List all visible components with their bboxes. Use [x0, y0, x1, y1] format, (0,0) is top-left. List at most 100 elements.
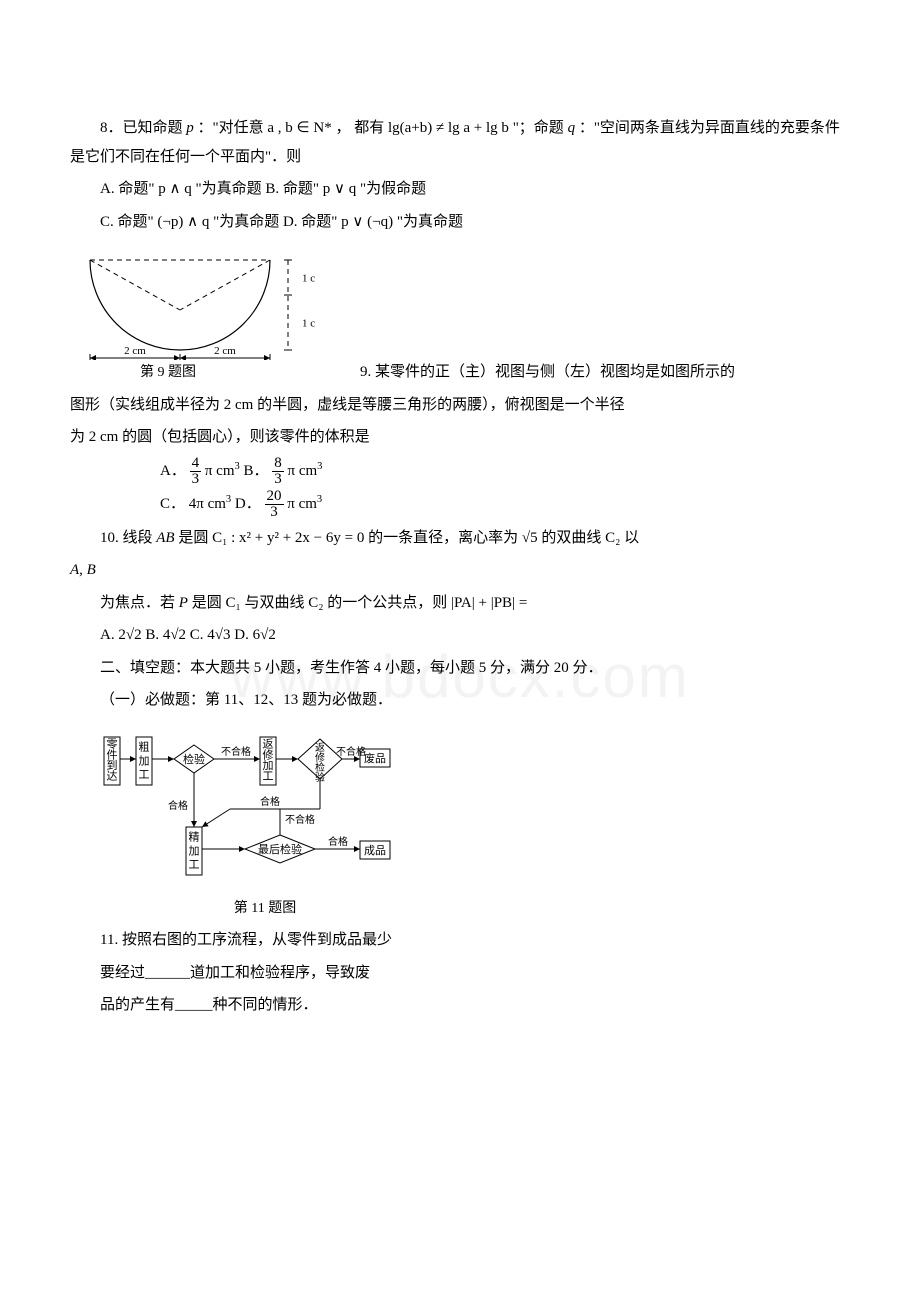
q8-q: q	[568, 120, 576, 136]
q8-t1: 8．已知命题	[100, 120, 183, 136]
svg-text:最后检验: 最后检验	[258, 842, 302, 856]
q9-fracB-den: 3	[272, 472, 284, 487]
q10-l2a: 为焦点．若	[100, 595, 175, 611]
q9-piB: π	[288, 463, 296, 479]
q10-l2d: 的一个公共点，则	[327, 595, 447, 611]
q9-fracD: 20 3	[265, 489, 284, 520]
q8-ineq: lg(a+b) ≠ lg a + lg b	[388, 120, 509, 136]
q8-cond: a , b ∈ N*	[267, 120, 331, 136]
q10-ABsym: A, B	[70, 562, 96, 578]
q9-cm3D: cm	[299, 496, 317, 512]
q8-options-cd: C. 命题" (¬p) ∧ q "为真命题 D. 命题" p ∨ (¬q) "为…	[70, 208, 850, 237]
q10-P: P	[179, 595, 188, 611]
q10-line1: 10. 线段 AB 是圆 C₁ : x² + y² + 2x − 6y = 0 …	[70, 524, 850, 553]
q9-optA-pre: A．	[160, 463, 186, 479]
q9-fracA-num: 4	[190, 456, 202, 472]
q8-options-ab: A. 命题" p ∧ q "为真命题 B. 命题" p ∨ q "为假命题	[70, 175, 850, 204]
svg-text:合格: 合格	[260, 795, 280, 808]
svg-text:废品: 废品	[364, 751, 386, 765]
q9-cm3A: cm	[216, 463, 234, 479]
q9-figure: 1 cm 1 cm 2 cm 2 cm	[70, 240, 315, 360]
svg-text:1 cm: 1 cm	[302, 318, 315, 330]
svg-text:不合格: 不合格	[336, 745, 366, 758]
q9-2cm-b: 2 cm	[89, 429, 119, 445]
q11-figure-wrap: 零件到达粗加工检验返修加工返修检验废品精加工最后检验成品不合格不合格合格合格合格…	[100, 719, 850, 923]
svg-text:2 cm: 2 cm	[124, 345, 146, 357]
q8-p: p	[186, 120, 194, 136]
q9-fracB: 8 3	[272, 456, 284, 487]
q10-line2: 为焦点．若 P 是圆 C₁ 与双曲线 C₂ 的一个公共点，则 |PA| + |P…	[70, 589, 850, 618]
svg-text:工: 工	[263, 770, 274, 782]
q10-eq: : x² + y² + 2x − 6y = 0	[231, 530, 364, 546]
q10-AB: AB	[156, 530, 174, 546]
q10-l1c: 的一条直径，离心率为	[368, 530, 518, 546]
q9-fracA: 4 3	[190, 456, 202, 487]
q9-cm3B: cm	[299, 463, 317, 479]
q9-options-ab: A． 4 3 π cm3 B． 8 3 π cm3	[160, 456, 850, 487]
q9-figure-row: 1 cm 1 cm 2 cm 2 cm 第 9 题图 9. 某零件的正（主）视图与侧（…	[70, 240, 850, 387]
cube-b: 3	[317, 461, 322, 472]
q8-t4: "；命题	[513, 120, 564, 136]
q11-caption: 第 11 题图	[100, 896, 430, 923]
cube-d: 3	[317, 494, 322, 505]
q9-2cm-a: 2 cm	[224, 397, 254, 413]
q9-fracA-den: 3	[190, 472, 202, 487]
q11-l3: 品的产生有_____种不同的情形．	[70, 991, 850, 1020]
q10-opts: A. 2√2 B. 4√2 C. 4√3 D. 6√2	[100, 627, 276, 643]
q9-optC-pre: C．	[160, 496, 185, 512]
svg-text:达: 达	[107, 769, 118, 782]
q9-optB-pre: B．	[244, 463, 269, 479]
cube-a: 3	[235, 461, 240, 472]
q8-optA-mid: p ∧ q	[158, 181, 191, 197]
q8-optB-post: "为假命题	[360, 181, 426, 197]
q9-piA: π	[205, 463, 213, 479]
q8-optC-post: "为真命题 D. 命题"	[213, 214, 337, 230]
q9-lead: 9. 某零件的正（主）视图与侧（左）视图均是如图所示的	[330, 358, 850, 387]
svg-text:1 cm: 1 cm	[302, 273, 315, 285]
q10-l2c: 与双曲线	[244, 595, 304, 611]
q8-optA-post: "为真命题 B. 命题"	[195, 181, 319, 197]
svg-text:加: 加	[189, 844, 200, 857]
q9-figure-col: 1 cm 1 cm 2 cm 2 cm 第 9 题图	[70, 240, 330, 387]
q9-caption-row: 第 9 题图	[140, 360, 330, 387]
q10-l1b: 是圆	[178, 530, 208, 546]
svg-text:检验: 检验	[183, 752, 205, 766]
svg-text:不合格: 不合格	[221, 745, 251, 758]
q11-figure: 零件到达粗加工检验返修加工返修检验废品精加工最后检验成品不合格不合格合格合格合格…	[100, 719, 430, 894]
svg-text:合格: 合格	[168, 799, 188, 812]
section2-title: 二、填空题：本大题共 5 小题，考生作答 4 小题，每小题 5 分，满分 20 …	[70, 654, 850, 683]
q9-fracD-num: 20	[265, 489, 284, 505]
svg-text:粗: 粗	[139, 740, 150, 753]
q10-l1a: 10. 线段	[100, 530, 153, 546]
svg-text:合格: 合格	[328, 835, 348, 848]
q8-optD-post: "为真命题	[397, 214, 463, 230]
q11-l1: 11. 按照右图的工序流程，从零件到成品最少	[70, 926, 850, 955]
q8-t2: ："对任意	[198, 120, 264, 136]
q10-sqrt5: √5	[522, 530, 538, 546]
q10-C1: C₁	[212, 530, 227, 546]
q9-l3b: 的圆（包括圆心），则该零件的体积是	[122, 429, 370, 445]
q10-l1e: 以	[624, 530, 639, 546]
q8-optC-pre: C. 命题"	[100, 214, 154, 230]
q9-l2b: 的半圆，虚线是等腰三角形的两腰），俯视图是一个半径	[257, 397, 625, 413]
page-content: 8．已知命题 p ："对任意 a , b ∈ N* ， 都有 lg(a+b) ≠…	[70, 114, 850, 1020]
svg-text:2 cm: 2 cm	[214, 345, 236, 357]
q10-C2b: C₂	[308, 595, 323, 611]
q8-t3: ， 都有	[335, 120, 384, 136]
q10-l1d: 的双曲线	[541, 530, 601, 546]
q10-options: A. 2√2 B. 4√2 C. 4√3 D. 6√2	[70, 621, 850, 650]
q8-optA-pre: A. 命题"	[100, 181, 154, 197]
q8-optC-mid: (¬p) ∧ q	[157, 214, 209, 230]
q9-caption: 第 9 题图	[140, 365, 196, 380]
q10-ab-line: A, B	[70, 556, 850, 585]
cube-c: 3	[226, 494, 231, 505]
svg-text:工: 工	[139, 769, 150, 781]
q9-l2a: 图形（实线组成半径为	[70, 397, 220, 413]
svg-text:成品: 成品	[364, 844, 386, 857]
svg-text:加: 加	[139, 754, 150, 767]
q9-optC-val: 4π	[189, 496, 204, 512]
svg-text:工: 工	[189, 859, 200, 871]
q9-line2: 图形（实线组成半径为 2 cm 的半圆，虚线是等腰三角形的两腰），俯视图是一个半…	[70, 391, 850, 420]
q10-l2b: 是圆	[192, 595, 222, 611]
q10-expr: |PA| + |PB| =	[451, 595, 527, 611]
